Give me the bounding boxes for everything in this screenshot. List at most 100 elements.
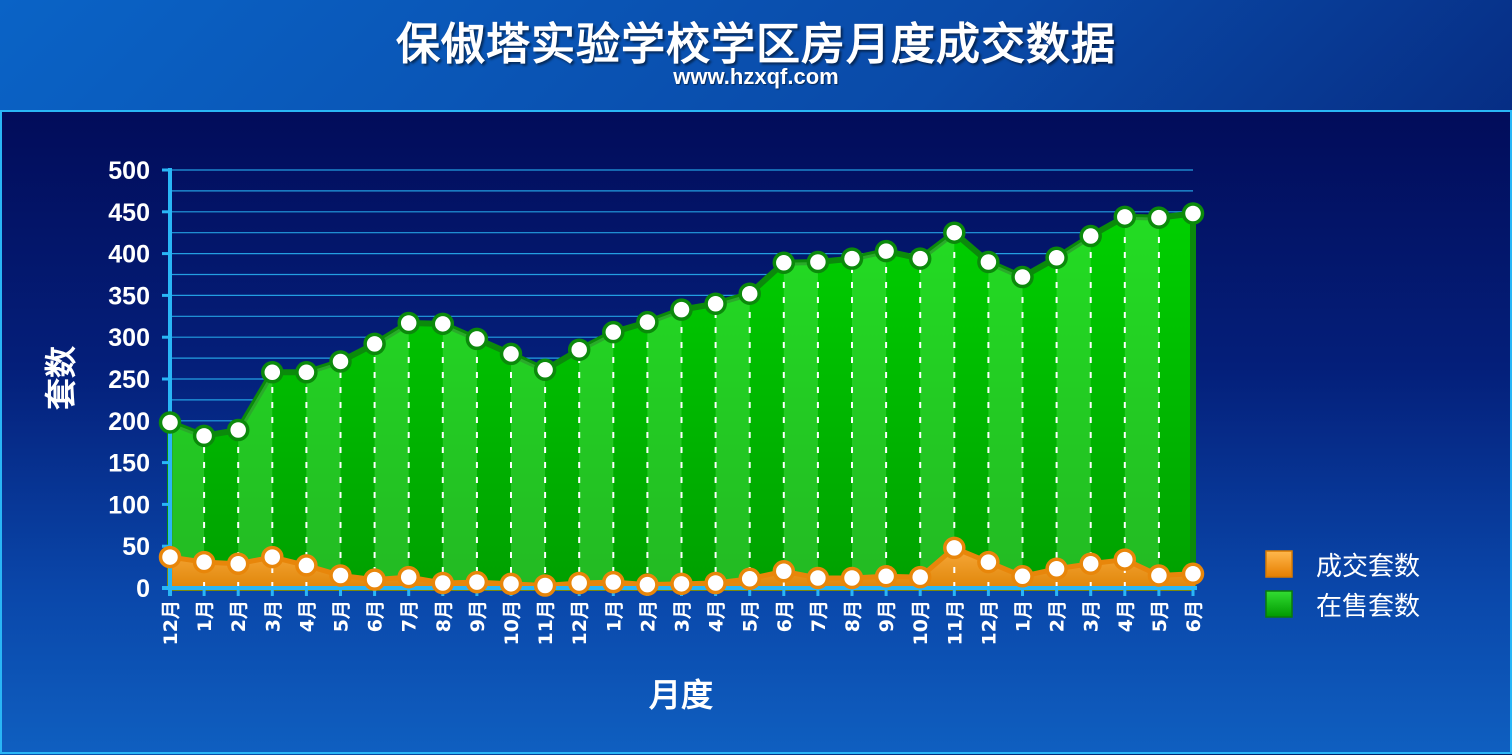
x-tick-label: 7月 (399, 600, 421, 632)
x-tick-label: 12月 (978, 600, 1000, 645)
x-tick-label: 5月 (1149, 600, 1171, 632)
listed-markers (158, 202, 1205, 448)
x-tick-label: 6月 (365, 600, 387, 632)
sold-point (1181, 562, 1205, 586)
x-axis-title: 月度 (649, 676, 713, 714)
listed-point (533, 358, 557, 382)
x-tick-label: 1月 (603, 600, 625, 632)
listed-point (704, 292, 727, 316)
y-tick-label: 150 (108, 450, 150, 478)
listed-point (499, 342, 523, 366)
x-tick-label: 6月 (1183, 600, 1205, 632)
listed-point (1079, 224, 1102, 248)
x-tick-label: 5月 (740, 600, 762, 632)
sold-point (329, 564, 352, 587)
sold-point (465, 570, 489, 594)
sold-point (431, 571, 455, 595)
listed-point (158, 411, 182, 434)
sold-point (704, 571, 727, 595)
listed-point (977, 250, 1000, 274)
x-tick-label: 1月 (1013, 600, 1035, 632)
x-tick-label: 9月 (467, 600, 489, 632)
listed-point (295, 361, 318, 384)
legend-label-sold: 成交套数 (1316, 552, 1420, 582)
sold-point (840, 566, 864, 590)
sold-point (499, 572, 523, 596)
y-tick-label: 100 (108, 491, 150, 519)
x-tick-label: 2月 (637, 600, 659, 632)
listed-point (567, 338, 591, 361)
listed-area-fill (167, 210, 1196, 591)
listed-point (329, 350, 352, 373)
listed-point (840, 247, 864, 270)
y-tick-label: 50 (122, 533, 150, 561)
listed-point (226, 418, 250, 442)
listed-point (465, 327, 489, 351)
y-tick-label: 450 (108, 199, 150, 227)
sold-markers (158, 536, 1205, 597)
x-tick-label: 8月 (842, 600, 864, 632)
y-tick-label: 250 (108, 366, 150, 394)
column-stripe (920, 213, 955, 588)
x-tick-label: 4月 (296, 600, 318, 632)
sold-point (567, 571, 591, 595)
x-tick-label: 4月 (706, 600, 728, 632)
x-tick-label: 6月 (774, 600, 796, 632)
listed-point (738, 282, 761, 305)
sold-area-fill (167, 545, 1196, 591)
sold-point (1045, 557, 1068, 581)
sold-point (670, 572, 693, 596)
x-tick-label: 12月 (569, 600, 591, 645)
listed-point (363, 332, 386, 356)
listed-point (397, 311, 420, 335)
sold-point (192, 550, 216, 574)
x-tick-label: 2月 (1047, 600, 1069, 632)
sold-point (1147, 564, 1171, 587)
y-tick-label: 200 (108, 408, 150, 436)
x-tick-label: 1月 (194, 600, 216, 632)
chart-subtitle: www.hzxqf.com (673, 64, 839, 89)
listed-point (602, 320, 625, 344)
listed-point (1147, 206, 1171, 229)
listed-point (806, 250, 830, 274)
column-dividers (203, 216, 1160, 588)
listed-point (1181, 202, 1205, 225)
x-tick-label: 10月 (501, 600, 523, 645)
y-axis-title: 套数 (42, 345, 80, 410)
sold-point (602, 570, 625, 594)
sold-point (1079, 552, 1102, 576)
sold-point (977, 550, 1000, 574)
y-tick-label: 300 (108, 324, 150, 352)
sold-point (533, 574, 557, 597)
sold-point (636, 573, 659, 596)
chart-title: 保俶塔实验学校学区房月度成交数据 (396, 19, 1116, 70)
sold-point (397, 565, 420, 589)
listed-point (1045, 246, 1068, 270)
sold-point (943, 536, 966, 560)
sold-point (908, 565, 932, 589)
listed-point (431, 312, 455, 336)
x-tick-label: 9月 (876, 600, 898, 632)
y-tick-label: 0 (136, 575, 150, 603)
y-tick-labels: 0 50 100 150 200 250 300 350 400 450 500 (108, 157, 150, 603)
listed-point (874, 239, 898, 263)
legend-swatch-sold (1265, 550, 1293, 578)
column-stripe (1056, 213, 1091, 588)
listed-point (772, 251, 796, 275)
x-tick-labels: 12月 1月 2月 3月 4月 5月 6月 7月 8月 9月 10月 11月 12月 1月 2月 3月 4月 5月… (160, 600, 1205, 645)
listed-point (943, 221, 966, 244)
sold-area (167, 545, 1196, 591)
legend-label-listed: 在售套数 (1316, 592, 1420, 622)
listed-point (1011, 265, 1034, 289)
y-tick-label: 500 (108, 157, 150, 185)
x-tick-label: 4月 (1115, 600, 1137, 632)
sold-point (806, 566, 830, 590)
column-stripe (783, 213, 818, 588)
x-tick-label: 10月 (910, 600, 932, 645)
x-tick-label: 7月 (808, 600, 830, 632)
sold-point (874, 565, 898, 588)
sold-point (295, 554, 318, 577)
